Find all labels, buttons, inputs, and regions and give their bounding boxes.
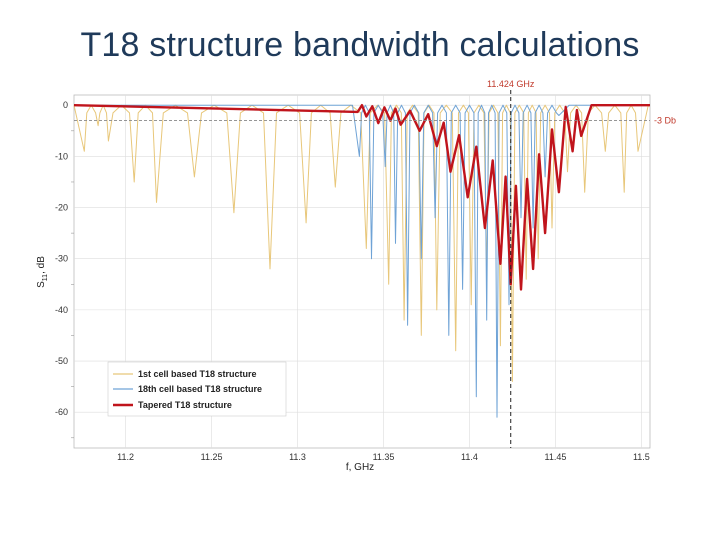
- svg-text:S11, dB: S11, dB: [36, 256, 49, 288]
- y-tick-label: -10: [55, 151, 68, 161]
- x-tick-label: 11.35: [373, 452, 395, 462]
- y-axis-label-main: S: [36, 281, 47, 288]
- x-axis-label: f, GHz: [346, 462, 374, 473]
- y-tick-label: -20: [55, 203, 68, 213]
- y-tick-label: -40: [55, 305, 68, 315]
- y-axis-label: S11, dB: [36, 256, 49, 288]
- y-tick-label: 0: [63, 100, 68, 110]
- x-tick-label: 11.4: [461, 452, 478, 462]
- legend: 1st cell based T18 structure 18th cell b…: [107, 361, 287, 417]
- x-tick-label: 11.2: [117, 452, 134, 462]
- legend-box: [107, 361, 287, 417]
- series-line-tapered: [73, 104, 650, 291]
- x-tick-label: 11.5: [633, 452, 650, 462]
- y-tick-label: -50: [55, 356, 68, 366]
- x-tick-label: 11.3: [289, 452, 306, 462]
- slide-title: T18 structure bandwidth calculations: [80, 26, 640, 64]
- legend-label-1st-cell: 1st cell based T18 structure: [138, 369, 257, 379]
- x-tick-label: 11.45: [545, 452, 567, 462]
- y-axis-label-unit: , dB: [36, 256, 47, 274]
- x-tick-label: 11.25: [201, 452, 223, 462]
- x-tick-labels: 11.2 11.25 11.3 11.35 11.4 11.45 11.5: [117, 452, 650, 462]
- annotations: 11.424 GHz -3 Db: [74, 79, 676, 448]
- marker-label-11424: 11.424 GHz: [487, 79, 535, 89]
- series-layer: [73, 104, 650, 418]
- legend-label-tapered: Tapered T18 structure: [138, 400, 232, 410]
- series-line-1st-cell: [73, 104, 650, 382]
- legend-label-18th-cell: 18th cell based T18 structure: [138, 384, 262, 394]
- y-tick-labels: 0 -10 -20 -30 -40 -50 -60: [55, 100, 68, 417]
- y-tick-label: -30: [55, 254, 68, 264]
- threshold-label-3db: -3 Db: [654, 116, 676, 126]
- y-axis-label-sub: 11: [42, 274, 49, 281]
- y-tick-label: -60: [55, 407, 68, 417]
